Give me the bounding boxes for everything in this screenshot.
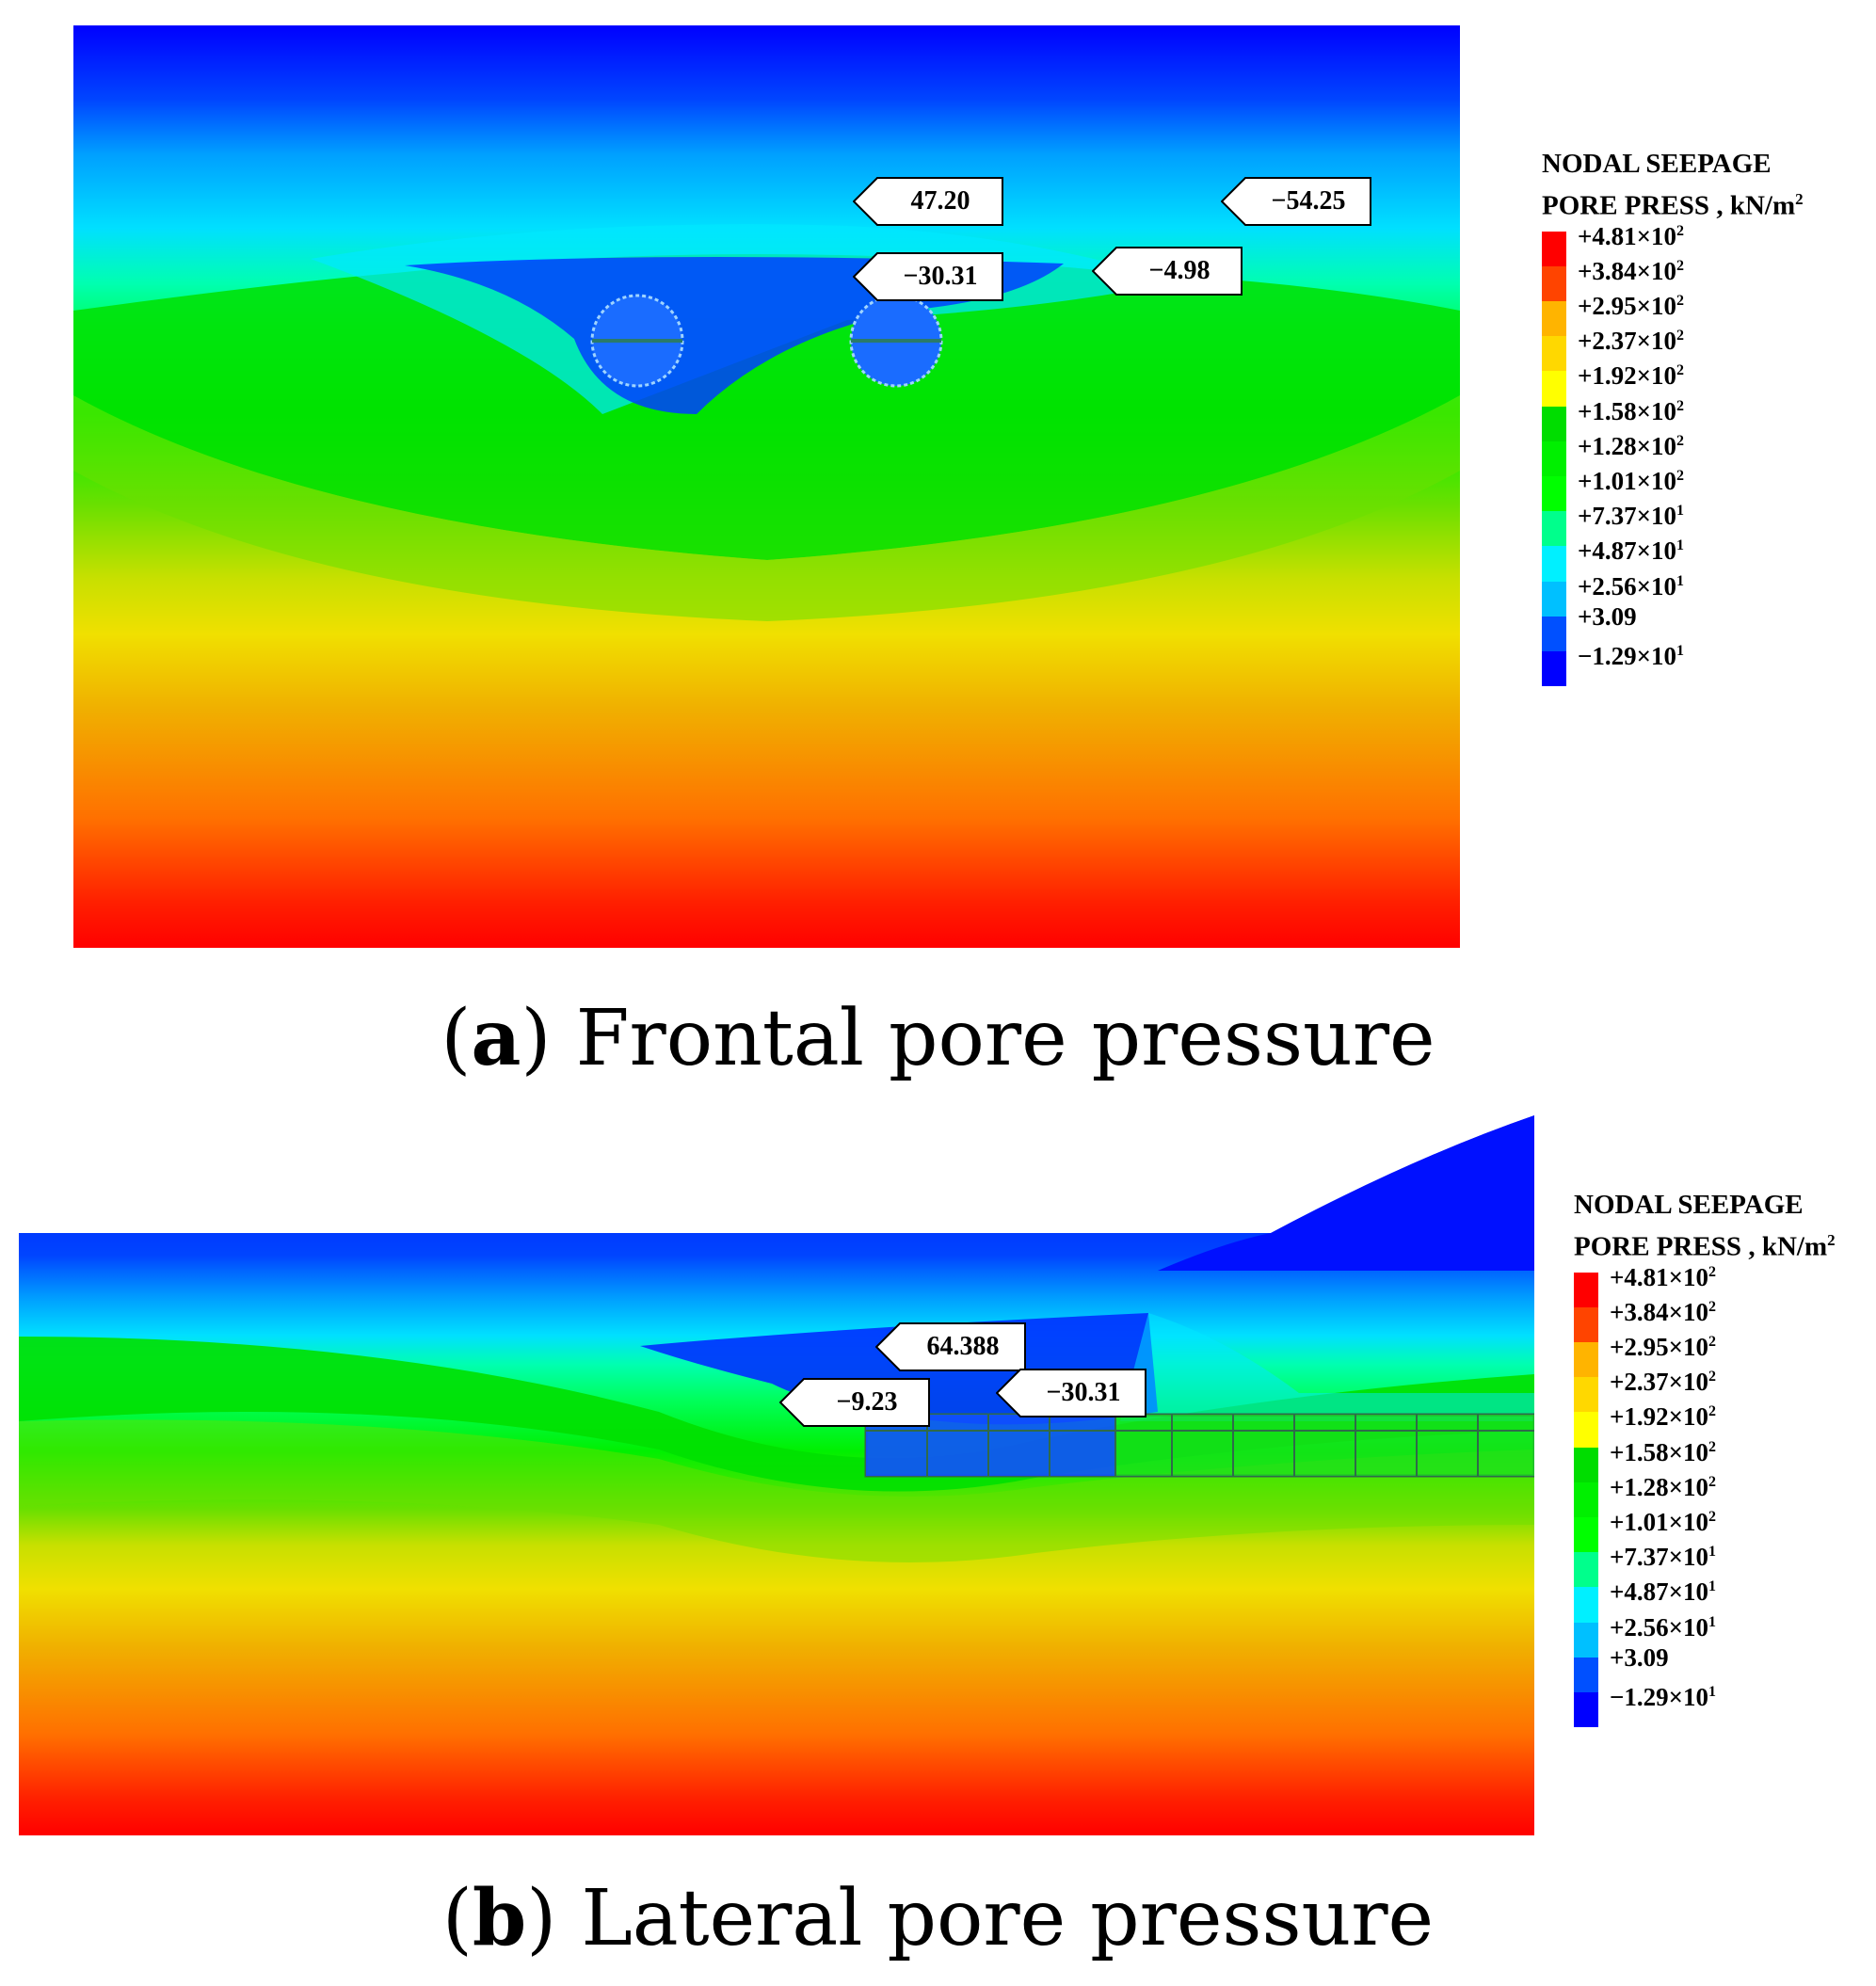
frontal-value-label: −4.98 [1148,256,1211,285]
legend-swatch [1542,581,1566,617]
legend-tick-label: +2.95×102 [1610,1333,1717,1362]
frontal-yellowgreen-band [73,395,1460,621]
panel-frontal: 47.20 −54.25 −30.31 −4.98 NODAL SEEPAGE … [73,25,1804,1083]
frontal-green-band [73,254,1460,560]
legend-swatch [1542,301,1566,337]
legend-tick-label: −1.29×101 [1578,642,1685,671]
legend-tick-label: +2.37×102 [1578,327,1685,356]
lateral-label-2: −30.31 [996,1369,1146,1417]
frontal-legend: NODAL SEEPAGE PORE PRESS , kN/m2 +4.81×1… [1542,147,1804,687]
legend-title-line2: PORE PRESS , kN/m [1574,1231,1828,1262]
legend-swatch [1542,231,1566,266]
lateral-cyan-zone [1120,1313,1534,1421]
legend-tick-label: +3.09 [1610,1642,1669,1672]
legend-tick-label: −1.29×101 [1610,1683,1717,1712]
legend-swatch [1574,1622,1598,1658]
legend-swatch [1574,1657,1598,1692]
legend-tick-label: +4.81×102 [1578,221,1685,250]
legend-tick-label: +7.37×101 [1610,1543,1717,1572]
lateral-contour-plot [19,1115,1534,1835]
legend-tick-label: +2.37×102 [1610,1368,1717,1397]
lateral-value-label: 64.388 [926,1332,1000,1361]
legend-swatch [1542,371,1566,407]
lateral-unexcavated-section [1115,1415,1534,1476]
legend-tick-label: +4.87×101 [1578,537,1685,566]
legend-tick-label: +7.37×101 [1578,502,1685,531]
legend-title: NODAL SEEPAGE PORE PRESS , kN/m2 [1574,1188,1836,1265]
panel-lateral: 64.388 −30.31 −9.23 NODAL SEEPAGE PORE P… [0,1111,1876,1986]
lateral-value-label: −9.23 [836,1387,898,1417]
legend-swatch [1574,1481,1598,1517]
lateral-yellowgreen-band [19,1419,1534,1562]
legend-tick-label: +1.28×102 [1610,1472,1717,1501]
legend-title-line1: NODAL SEEPAGE [1542,149,1772,179]
legend-swatch [1574,1587,1598,1623]
legend-colorbar [1542,231,1566,687]
legend-swatch [1542,336,1566,372]
frontal-label-1: 47.20 [853,177,1003,226]
legend-colorbar [1574,1272,1598,1728]
legend-swatch [1542,406,1566,441]
lateral-caption: (b) Lateral pore pressure [441,1873,1435,1963]
frontal-label-4: −4.98 [1092,247,1243,296]
lateral-legend: NODAL SEEPAGE PORE PRESS , kN/m2 +4.81×1… [1574,1188,1836,1728]
legend-title-exponent: 2 [1795,190,1804,208]
legend-title-line2: PORE PRESS , kN/m [1542,190,1796,221]
legend-tick-label: +4.81×102 [1610,1262,1717,1291]
frontal-contour-plot [73,25,1460,948]
frontal-value-label: 47.20 [910,186,970,216]
legend-tick-label: +3.84×102 [1578,256,1685,285]
legend-title: NODAL SEEPAGE PORE PRESS , kN/m2 [1542,147,1804,224]
legend-swatch [1574,1552,1598,1588]
legend-tick-label: +1.28×102 [1578,431,1685,460]
lateral-segment-lines [866,1415,1534,1476]
frontal-caption: (a) Frontal pore pressure [441,993,1435,1083]
legend-tick-label: +1.01×102 [1578,467,1685,496]
legend-tick-label: +3.09 [1578,601,1637,631]
lateral-label-1: 64.388 [875,1322,1026,1371]
lateral-label-3: −9.23 [779,1378,930,1427]
legend-swatch [1542,440,1566,476]
lateral-slope [1158,1115,1534,1271]
legend-tick-label: +4.87×101 [1610,1578,1717,1607]
legend-swatch [1542,616,1566,651]
legend-swatch [1574,1342,1598,1378]
legend-tick-label: +3.84×102 [1610,1297,1717,1326]
legend-swatch [1542,511,1566,547]
legend-body: +4.81×102 +3.84×102 +2.95×102 +2.37×102 +1.9… [1574,1263,1836,1728]
legend-tick-label: +1.58×102 [1610,1437,1717,1466]
legend-tick-label: +2.56×101 [1610,1612,1717,1642]
caption-letter: b [472,1873,527,1963]
legend-tick-label: +1.92×102 [1610,1402,1717,1432]
legend-swatch [1574,1306,1598,1343]
legend-swatch [1542,546,1566,582]
lateral-value-label: −30.31 [1046,1378,1121,1407]
caption-text: Lateral pore pressure [556,1874,1435,1963]
legend-swatch [1574,1447,1598,1482]
legend-tick-label: +1.92×102 [1578,361,1685,391]
legend-swatch [1574,1691,1598,1728]
legend-swatch [1574,1412,1598,1448]
frontal-label-2: −54.25 [1221,177,1371,226]
frontal-value-label: −54.25 [1271,186,1346,216]
legend-tick-label: +2.95×102 [1578,292,1685,321]
legend-tick-label: +1.01×102 [1610,1508,1717,1537]
legend-swatch [1542,475,1566,512]
frontal-label-3: −30.31 [853,252,1003,301]
legend-title-line1: NODAL SEEPAGE [1574,1190,1804,1220]
frontal-value-label: −30.31 [903,262,978,291]
legend-swatch [1574,1516,1598,1553]
legend-body: +4.81×102 +3.84×102 +2.95×102 +2.37×102 +1.9… [1542,222,1804,687]
legend-title-exponent: 2 [1827,1231,1836,1249]
legend-swatch [1542,265,1566,302]
caption-letter: a [471,993,521,1083]
legend-swatch [1574,1377,1598,1413]
caption-text: Frontal pore pressure [551,994,1435,1083]
legend-tick-label: +1.58×102 [1578,396,1685,425]
legend-swatch [1542,650,1566,687]
legend-tick-label: +2.56×101 [1578,571,1685,601]
legend-swatch [1574,1272,1598,1307]
